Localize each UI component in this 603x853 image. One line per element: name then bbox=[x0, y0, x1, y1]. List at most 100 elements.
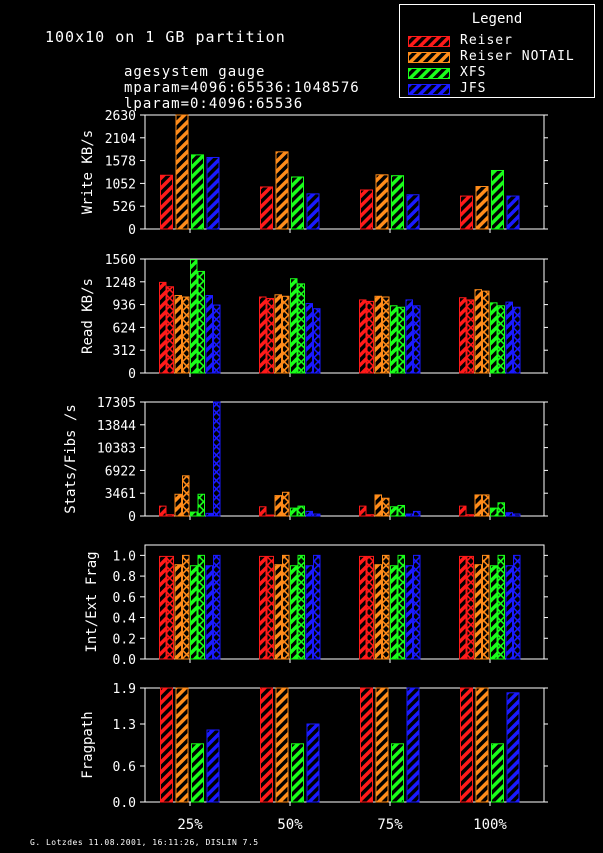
y-tick-label: 0 bbox=[128, 510, 136, 525]
y-tick-label: 0 bbox=[128, 367, 136, 382]
bar bbox=[366, 555, 374, 660]
y-tick-label: 1.3 bbox=[113, 718, 136, 733]
bar bbox=[205, 295, 213, 374]
bar bbox=[313, 308, 321, 374]
bar bbox=[197, 270, 205, 374]
bar bbox=[359, 555, 367, 660]
y-tick-label: 1052 bbox=[105, 177, 136, 192]
bar bbox=[413, 510, 421, 517]
bar bbox=[474, 564, 482, 660]
bar bbox=[159, 505, 167, 517]
bar bbox=[190, 511, 198, 517]
bar bbox=[297, 505, 305, 517]
panel-3: 0 3461 6922 10383 13844 17305 Stats/Fibs /s bbox=[63, 396, 548, 525]
y-axis-label: Write KB/s bbox=[80, 130, 96, 214]
bar bbox=[197, 493, 205, 517]
bar bbox=[513, 306, 521, 374]
plot-frame bbox=[144, 258, 545, 374]
bar bbox=[313, 554, 321, 660]
bar bbox=[406, 687, 420, 803]
x-tick-label: 50% bbox=[277, 817, 303, 833]
bar bbox=[405, 299, 413, 374]
param-line-3: lparam=0:4096:65536 bbox=[124, 96, 304, 112]
bar bbox=[491, 169, 504, 230]
bar bbox=[191, 743, 204, 803]
plot-frame bbox=[144, 687, 545, 803]
bar bbox=[405, 565, 413, 660]
y-tick-label: 0.0 bbox=[113, 653, 136, 668]
bar bbox=[266, 514, 274, 517]
y-tick-label: 17305 bbox=[97, 396, 136, 411]
bar bbox=[260, 186, 273, 230]
bar bbox=[475, 186, 489, 230]
bar bbox=[360, 687, 373, 803]
y-tick-label: 1.9 bbox=[113, 682, 136, 697]
x-tick-label: 100% bbox=[473, 817, 507, 833]
bar bbox=[305, 303, 313, 374]
bar bbox=[460, 687, 473, 803]
bar bbox=[313, 513, 321, 517]
bar bbox=[397, 306, 405, 374]
y-tick-label: 6922 bbox=[105, 464, 136, 479]
bar bbox=[206, 729, 220, 803]
bar bbox=[282, 554, 290, 660]
plot-frame bbox=[144, 401, 545, 517]
x-tick-label: 75% bbox=[377, 817, 403, 833]
bar bbox=[466, 514, 474, 517]
bar bbox=[397, 554, 405, 660]
bar bbox=[213, 401, 221, 517]
bar bbox=[182, 554, 190, 660]
bar bbox=[290, 278, 298, 374]
bar bbox=[275, 151, 289, 230]
legend-label-reiser-notail: Reiser NOTAIL bbox=[460, 49, 575, 64]
bar bbox=[291, 176, 304, 230]
bar bbox=[274, 294, 282, 374]
bar bbox=[382, 554, 390, 660]
bar bbox=[475, 687, 489, 803]
y-axis-label: Read KB/s bbox=[80, 278, 96, 354]
bar bbox=[275, 687, 289, 803]
bar bbox=[397, 504, 405, 517]
y-tick-label: 2104 bbox=[105, 132, 136, 147]
bar bbox=[205, 512, 213, 517]
y-tick-label: 526 bbox=[113, 200, 136, 215]
bar bbox=[266, 555, 274, 660]
y-tick-label: 3461 bbox=[105, 487, 136, 502]
bar bbox=[190, 565, 198, 660]
bar bbox=[490, 507, 498, 517]
bar bbox=[375, 174, 389, 230]
y-tick-label: 0.4 bbox=[113, 612, 137, 627]
bar bbox=[291, 743, 304, 803]
footer-credit: G. Lotzdes 11.08.2001, 16:11:26, DISLIN … bbox=[30, 838, 259, 847]
bar bbox=[482, 554, 490, 660]
panel-4: 0.0 0.2 0.4 0.6 0.8 1.0 Int/Ext Frag bbox=[84, 544, 548, 668]
bar bbox=[491, 743, 504, 803]
legend-item-jfs: JFS bbox=[408, 81, 593, 98]
panel-5: 0.0 0.6 1.3 1.9 Fragpath 25% 50% 75% 100% bbox=[80, 682, 548, 833]
bar bbox=[260, 687, 273, 803]
bar bbox=[297, 283, 305, 374]
bar bbox=[266, 297, 274, 374]
bar bbox=[166, 286, 174, 374]
bar bbox=[374, 494, 382, 517]
bar bbox=[305, 565, 313, 660]
bar bbox=[513, 554, 521, 660]
bar bbox=[160, 687, 173, 803]
y-tick-label: 1.0 bbox=[113, 549, 136, 564]
bar bbox=[174, 295, 182, 374]
bar bbox=[497, 502, 505, 517]
bar bbox=[290, 565, 298, 660]
legend-item-reiser-notail: Reiser NOTAIL bbox=[408, 49, 593, 66]
bar bbox=[259, 555, 267, 660]
bar bbox=[182, 475, 190, 517]
bar bbox=[506, 692, 520, 803]
bar bbox=[182, 296, 190, 374]
y-tick-label: 0.6 bbox=[113, 591, 136, 606]
bar bbox=[391, 175, 404, 230]
bar bbox=[282, 491, 290, 517]
bar bbox=[413, 305, 421, 374]
bar bbox=[490, 302, 498, 374]
bar bbox=[205, 565, 213, 660]
bar bbox=[460, 195, 473, 230]
